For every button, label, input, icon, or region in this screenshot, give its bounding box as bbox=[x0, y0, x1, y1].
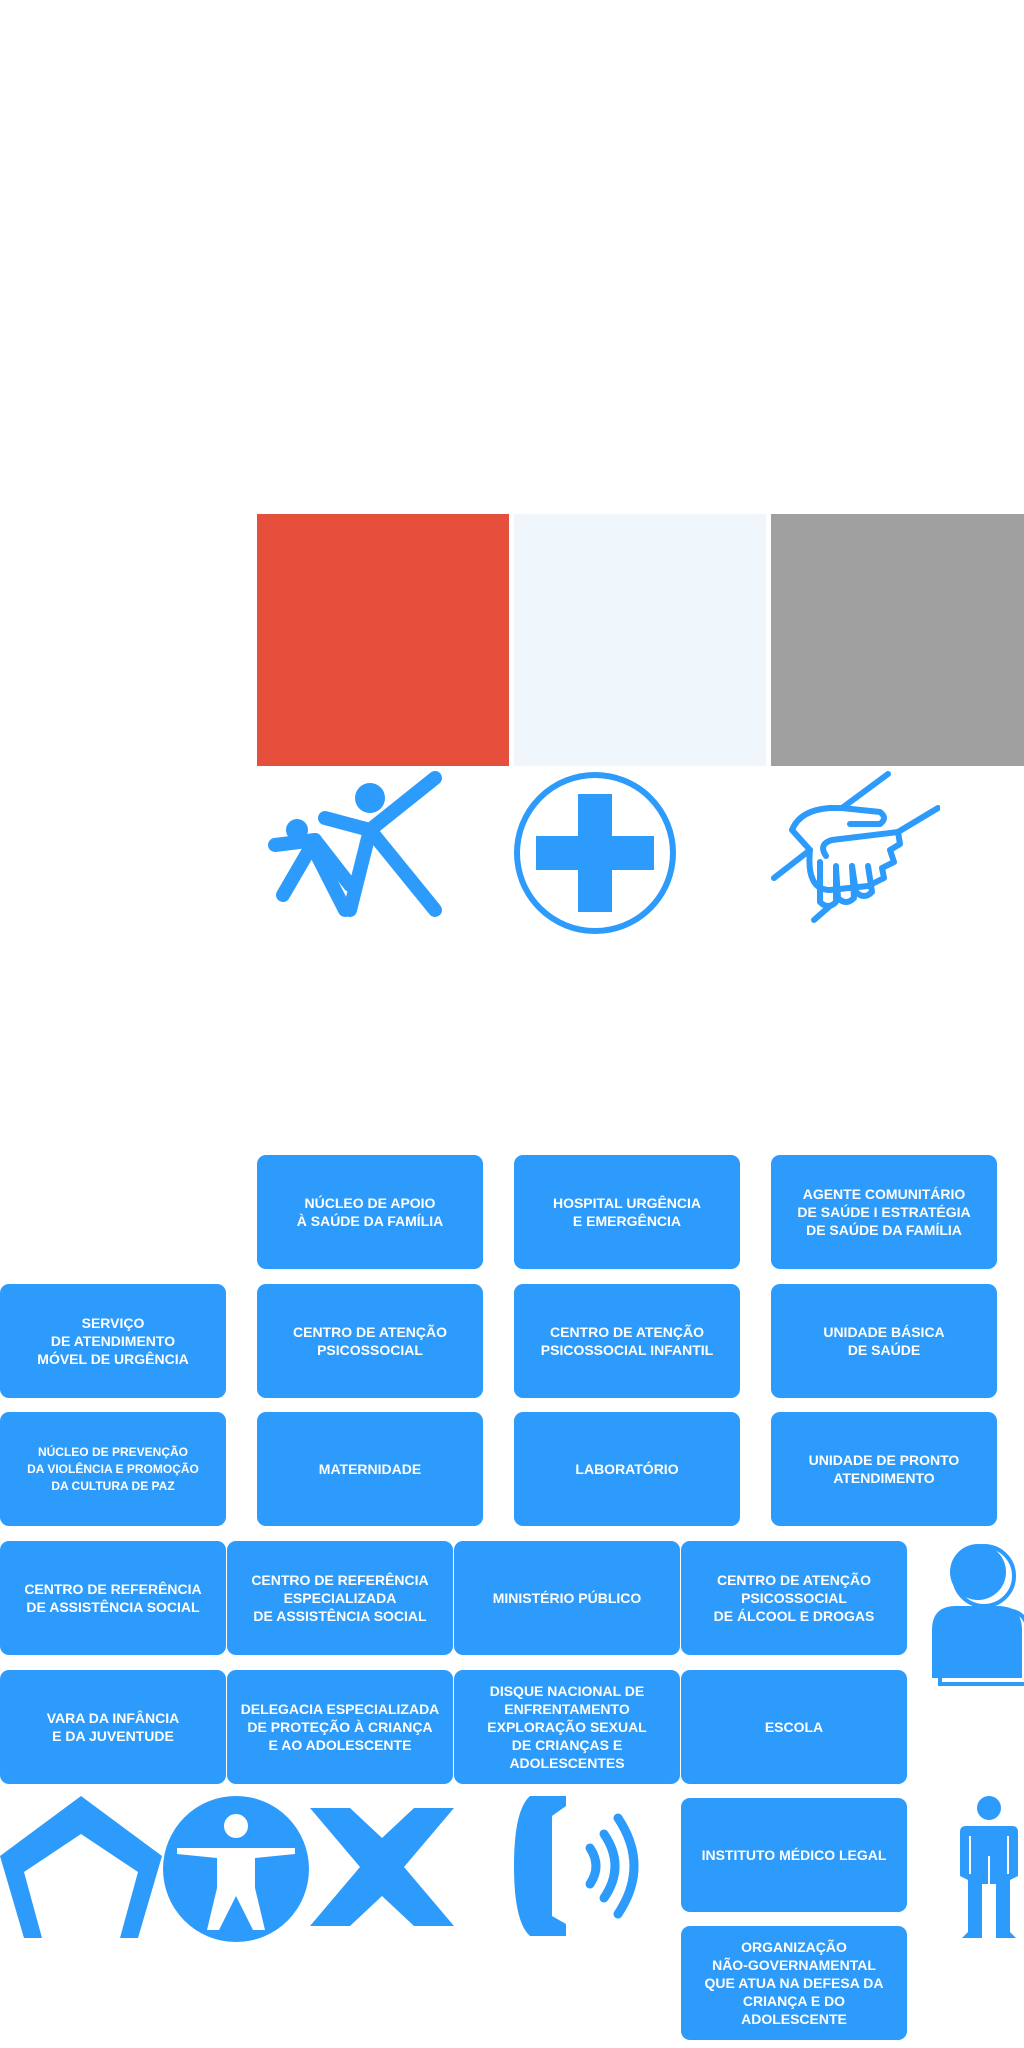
house-icon bbox=[0, 1796, 162, 1938]
phone-call-icon bbox=[512, 1796, 650, 1936]
tile-samu[interactable]: SERVIÇO DE ATENDIMENTO MÓVEL DE URGÊNCIA bbox=[0, 1284, 226, 1398]
tile-nucleo-prevencao[interactable]: NÚCLEO DE PREVENÇÃO DA VIOLÊNCIA E PROMO… bbox=[0, 1412, 226, 1526]
tile-caps[interactable]: CENTRO DE ATENÇÃO PSICOSSOCIAL bbox=[257, 1284, 483, 1398]
tile-delegacia[interactable]: DELEGACIA ESPECIALIZADA DE PROTEÇÃO À CR… bbox=[227, 1670, 453, 1784]
tile-escola[interactable]: ESCOLA bbox=[681, 1670, 907, 1784]
tile-upa[interactable]: UNIDADE DE PRONTO ATENDIMENTO bbox=[771, 1412, 997, 1526]
tile-capsi[interactable]: CENTRO DE ATENÇÃO PSICOSSOCIAL INFANTIL bbox=[514, 1284, 740, 1398]
tile-agente[interactable]: AGENTE COMUNITÁRIO DE SAÚDE I ESTRATÉGIA… bbox=[771, 1155, 997, 1269]
tile-iml[interactable]: INSTITUTO MÉDICO LEGAL bbox=[681, 1798, 907, 1912]
tile-ministerio[interactable]: MINISTÉRIO PÚBLICO bbox=[454, 1541, 680, 1655]
user-avatar-icon bbox=[930, 1542, 1024, 1690]
children-playing-icon bbox=[255, 770, 445, 920]
tile-creas[interactable]: CENTRO DE REFERÊNCIA ESPECIALIZADA DE AS… bbox=[227, 1541, 453, 1655]
tile-nucleo-apoio[interactable]: NÚCLEO DE APOIO À SAÚDE DA FAMÍLIA bbox=[257, 1155, 483, 1269]
tile-vara[interactable]: VARA DA INFÂNCIA E DA JUVENTUDE bbox=[0, 1670, 226, 1784]
tile-hospital[interactable]: HOSPITAL URGÊNCIA E EMERGÊNCIA bbox=[514, 1155, 740, 1269]
tile-capsad[interactable]: CENTRO DE ATENÇÃO PSICOSSOCIAL DE ÁLCOOL… bbox=[681, 1541, 907, 1655]
tile-ong[interactable]: ORGANIZAÇÃO NÃO-GOVERNAMENTAL QUE ATUA N… bbox=[681, 1926, 907, 2040]
gray-swatch bbox=[771, 514, 1024, 766]
tile-cras[interactable]: CENTRO DE REFERÊNCIA DE ASSISTÊNCIA SOCI… bbox=[0, 1541, 226, 1655]
medical-cross-icon bbox=[512, 770, 678, 936]
red-swatch bbox=[257, 514, 509, 766]
pale-blue-swatch bbox=[514, 514, 766, 766]
tile-ubs[interactable]: UNIDADE BÁSICA DE SAÚDE bbox=[771, 1284, 997, 1398]
tile-maternidade[interactable]: MATERNIDADE bbox=[257, 1412, 483, 1526]
tile-disque[interactable]: DISQUE NACIONAL DE ENFRENTAMENTO EXPLORA… bbox=[454, 1670, 680, 1784]
x-cross-icon bbox=[310, 1808, 454, 1926]
tile-laboratorio[interactable]: LABORATÓRIO bbox=[514, 1412, 740, 1526]
person-standing-icon bbox=[960, 1796, 1018, 1940]
child-circle-icon bbox=[163, 1796, 309, 1942]
handshake-icon bbox=[770, 770, 940, 925]
